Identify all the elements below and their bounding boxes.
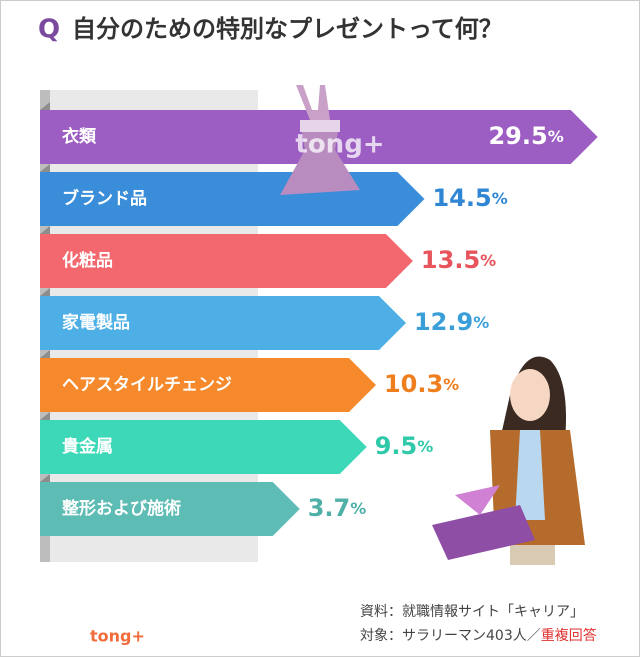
value-label: 10.3% (384, 370, 459, 398)
category-label: 衣類 (62, 126, 97, 147)
value-number: 12.9 (414, 308, 473, 336)
value-label: 13.5% (421, 246, 496, 274)
bar-fold (40, 412, 50, 420)
bars: 衣類 29.5% ブランド品 14.5% 化粧品 13.5% 家電製品 12.9% ヘアスタイル… (40, 102, 598, 536)
value-unit: % (548, 127, 564, 146)
woman-illustration (432, 356, 585, 565)
logo: tong+ (90, 627, 145, 646)
category-label: 貴金属 (62, 436, 113, 457)
chart-title: 自分のための特別なプレゼントって何？ (72, 15, 503, 43)
value-label: 29.5% (488, 122, 563, 150)
watermark: tong+ (295, 130, 384, 160)
dress-illustration: tong+ (280, 85, 385, 195)
value-label: 12.9% (414, 308, 489, 336)
value-number: 10.3 (384, 370, 443, 398)
bar (40, 234, 413, 288)
bar (40, 358, 376, 412)
bar (40, 420, 367, 474)
value-number: 3.7 (308, 494, 351, 522)
bar-fold (40, 164, 50, 172)
value-number: 29.5 (488, 122, 547, 150)
category-label: 家電製品 (62, 312, 130, 333)
bar-fold (40, 102, 50, 110)
title-marker: Q (38, 15, 60, 45)
bar-fold (40, 288, 50, 296)
category-label: 化粧品 (62, 250, 113, 271)
value-unit: % (443, 375, 459, 394)
note-text: 対象：サラリーマン403人／ (360, 628, 541, 644)
category-label: ブランド品 (62, 188, 147, 209)
value-label: 14.5% (432, 184, 507, 212)
value-number: 14.5 (432, 184, 491, 212)
value-number: 9.5 (375, 432, 418, 460)
category-label: ヘアスタイルチェンジ (62, 375, 232, 395)
value-unit: % (492, 189, 508, 208)
value-unit: % (350, 499, 366, 518)
value-unit: % (473, 313, 489, 332)
category-label: 整形および施術 (62, 498, 181, 519)
value-label: 3.7% (308, 494, 367, 522)
value-number: 13.5 (421, 246, 480, 274)
source: 資料：就職情報サイト「キャリア」 (360, 604, 584, 620)
bar-fold (40, 350, 50, 358)
value-unit: % (417, 437, 433, 456)
value-label: 9.5% (375, 432, 434, 460)
bar (40, 482, 300, 536)
bar-fold (40, 226, 50, 234)
value-unit: % (480, 251, 496, 270)
note: 対象：サラリーマン403人／重複回答 (360, 627, 597, 644)
bar (40, 296, 406, 350)
bar-fold (40, 474, 50, 482)
note-highlight: 重複回答 (541, 627, 597, 644)
